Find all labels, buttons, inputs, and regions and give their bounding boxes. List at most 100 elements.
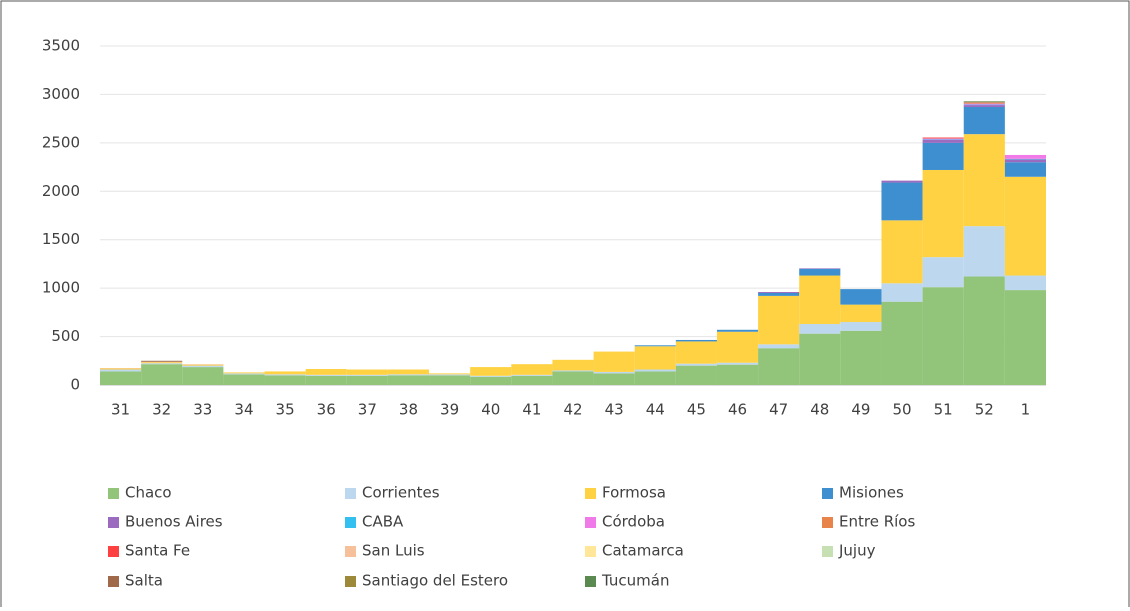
bar-segment xyxy=(717,332,758,363)
legend-label: Tucumán xyxy=(601,572,669,590)
bar-segment xyxy=(676,340,717,341)
legend-swatch xyxy=(585,546,596,557)
y-tick-label: 2500 xyxy=(42,133,80,151)
bar-segment xyxy=(265,375,306,385)
legend-swatch xyxy=(585,488,596,499)
bar-segment xyxy=(964,134,1005,226)
legend-label: Córdoba xyxy=(602,513,665,531)
x-tick-label: 49 xyxy=(851,401,870,419)
bar-segment xyxy=(388,374,429,375)
bar-segment xyxy=(347,370,388,375)
bar-segment xyxy=(223,373,264,374)
legend-swatch xyxy=(108,488,119,499)
legend-swatch xyxy=(585,517,596,528)
bar-segment xyxy=(470,376,511,377)
legend-swatch xyxy=(345,488,356,499)
bar-segment xyxy=(388,375,429,385)
bar-segment xyxy=(964,277,1005,385)
legend-label: Salta xyxy=(125,572,163,590)
legend-label: Santa Fe xyxy=(125,542,190,560)
x-tick-label: 34 xyxy=(234,401,253,419)
legend-swatch xyxy=(345,546,356,557)
bar-segment xyxy=(964,226,1005,276)
x-tick-label: 46 xyxy=(728,401,747,419)
y-tick-label: 500 xyxy=(51,327,80,345)
bar-segment xyxy=(923,143,964,170)
legend-label: Formosa xyxy=(602,484,666,502)
bar-segment xyxy=(799,276,840,324)
bar-segment xyxy=(881,183,922,221)
legend-label: Buenos Aires xyxy=(125,513,223,531)
legend-label: Santiago del Estero xyxy=(362,572,508,590)
legend-swatch xyxy=(108,546,119,557)
bar-segment xyxy=(635,370,676,372)
bar-segment xyxy=(881,181,922,183)
bar-segment xyxy=(141,361,182,362)
bar-segment xyxy=(676,366,717,385)
bar-segment xyxy=(511,375,552,376)
bar-segment xyxy=(717,330,758,332)
x-tick-label: 51 xyxy=(934,401,953,419)
bar-segment xyxy=(840,322,881,331)
legend-swatch xyxy=(822,488,833,499)
x-tick-label: 32 xyxy=(152,401,171,419)
x-tick-label: 31 xyxy=(111,401,130,419)
bar-segment xyxy=(182,367,223,385)
x-tick-label: 43 xyxy=(605,401,624,419)
bar-segment xyxy=(881,302,922,385)
bar-segment xyxy=(470,377,511,385)
bar-segment xyxy=(141,364,182,385)
bar-segment xyxy=(635,345,676,346)
bar-segment xyxy=(347,376,388,385)
x-tick-label: 44 xyxy=(646,401,665,419)
bar-segment xyxy=(964,103,1005,104)
y-tick-label: 0 xyxy=(70,376,80,394)
bar-segment xyxy=(1005,159,1046,162)
bar-segment xyxy=(799,324,840,334)
bar-segment xyxy=(511,376,552,385)
bar-segment xyxy=(1005,162,1046,177)
bar-segment xyxy=(470,367,511,376)
y-tick-label: 3000 xyxy=(42,85,80,103)
bar-segment xyxy=(429,375,470,385)
bar-segment xyxy=(923,257,964,287)
bar-segment xyxy=(964,105,1005,107)
y-tick-label: 3500 xyxy=(42,37,80,55)
bar-segment xyxy=(635,371,676,385)
bar-segment xyxy=(923,287,964,385)
legend-label: San Luis xyxy=(362,542,425,560)
bar-segment xyxy=(1005,276,1046,291)
bar-segment xyxy=(347,375,388,376)
y-tick-label: 1500 xyxy=(42,230,80,248)
bar-segment xyxy=(840,305,881,322)
bar-segment xyxy=(306,369,347,375)
x-tick-label: 38 xyxy=(399,401,418,419)
legend-label: Misiones xyxy=(839,484,904,502)
bar-segment xyxy=(840,331,881,385)
bar-segment xyxy=(881,220,922,283)
x-tick-label: 50 xyxy=(892,401,911,419)
bar-segment xyxy=(1005,290,1046,385)
x-tick-label: 37 xyxy=(358,401,377,419)
bar-segment xyxy=(552,370,593,371)
legend-label: Corrientes xyxy=(362,484,440,502)
x-tick-label: 48 xyxy=(810,401,829,419)
bar-segment xyxy=(840,289,881,304)
bar-segment xyxy=(799,269,840,276)
bar-segment xyxy=(1005,177,1046,276)
bar-segment xyxy=(758,292,799,293)
legend-swatch xyxy=(585,576,596,587)
x-tick-label: 52 xyxy=(975,401,994,419)
x-tick-label: 45 xyxy=(687,401,706,419)
bar-segment xyxy=(552,360,593,371)
bar-segment xyxy=(594,372,635,373)
bar-segment xyxy=(306,376,347,385)
legend-swatch xyxy=(108,576,119,587)
x-tick-label: 36 xyxy=(317,401,336,419)
bar-segment xyxy=(265,374,306,375)
legend-swatch xyxy=(822,517,833,528)
x-tick-label: 40 xyxy=(481,401,500,419)
bar-segment xyxy=(429,374,470,375)
bar-segment xyxy=(717,363,758,365)
